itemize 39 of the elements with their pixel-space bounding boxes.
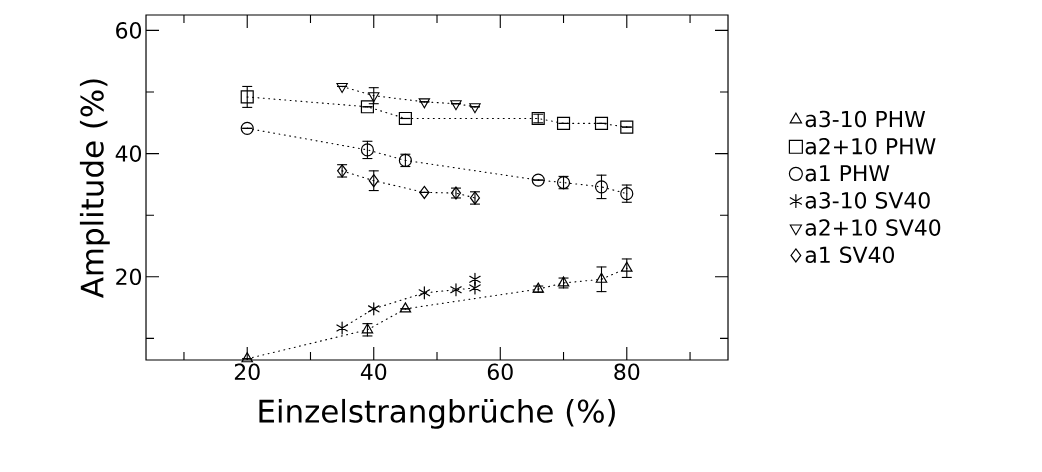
point [531, 173, 545, 187]
y-tick-label: 60 [116, 22, 142, 39]
x-tick-label: 80 [614, 363, 640, 381]
x-tick-label: 40 [360, 363, 387, 381]
legend-label: a1 SV40 [805, 246, 894, 264]
point [398, 111, 412, 126]
point [594, 116, 609, 130]
point [368, 174, 379, 188]
x-tick-label: 20 [234, 363, 260, 381]
legend-label: a3-10 PHW [805, 110, 926, 128]
point [336, 82, 348, 93]
point [418, 98, 431, 109]
point [469, 272, 481, 286]
y-tick-label: 40 [115, 145, 142, 162]
point [367, 302, 380, 316]
point [419, 185, 430, 199]
point [240, 121, 254, 135]
point [399, 302, 412, 313]
y-axis-title: Amplitude (%) [79, 79, 110, 299]
x-axis-title: Einzelstrangbrüche (%) [259, 398, 615, 429]
point [556, 116, 571, 130]
legend-label: a2+10 PHW [805, 137, 936, 155]
point [469, 103, 481, 114]
point [240, 90, 254, 104]
point [595, 272, 608, 283]
legend-label: a2+10 SV40 [805, 219, 941, 236]
point [594, 180, 609, 194]
point [620, 120, 634, 134]
legend-label: a3-10 SV40 [805, 192, 930, 209]
point [469, 281, 481, 295]
point [241, 352, 253, 363]
point [418, 286, 431, 300]
x-tick-label: 60 [487, 363, 513, 381]
point [360, 100, 374, 114]
point [450, 283, 462, 297]
legend-label: a1 PHW [805, 165, 890, 182]
y-tick-label: 20 [116, 268, 142, 286]
point [450, 100, 462, 111]
point [336, 321, 348, 335]
